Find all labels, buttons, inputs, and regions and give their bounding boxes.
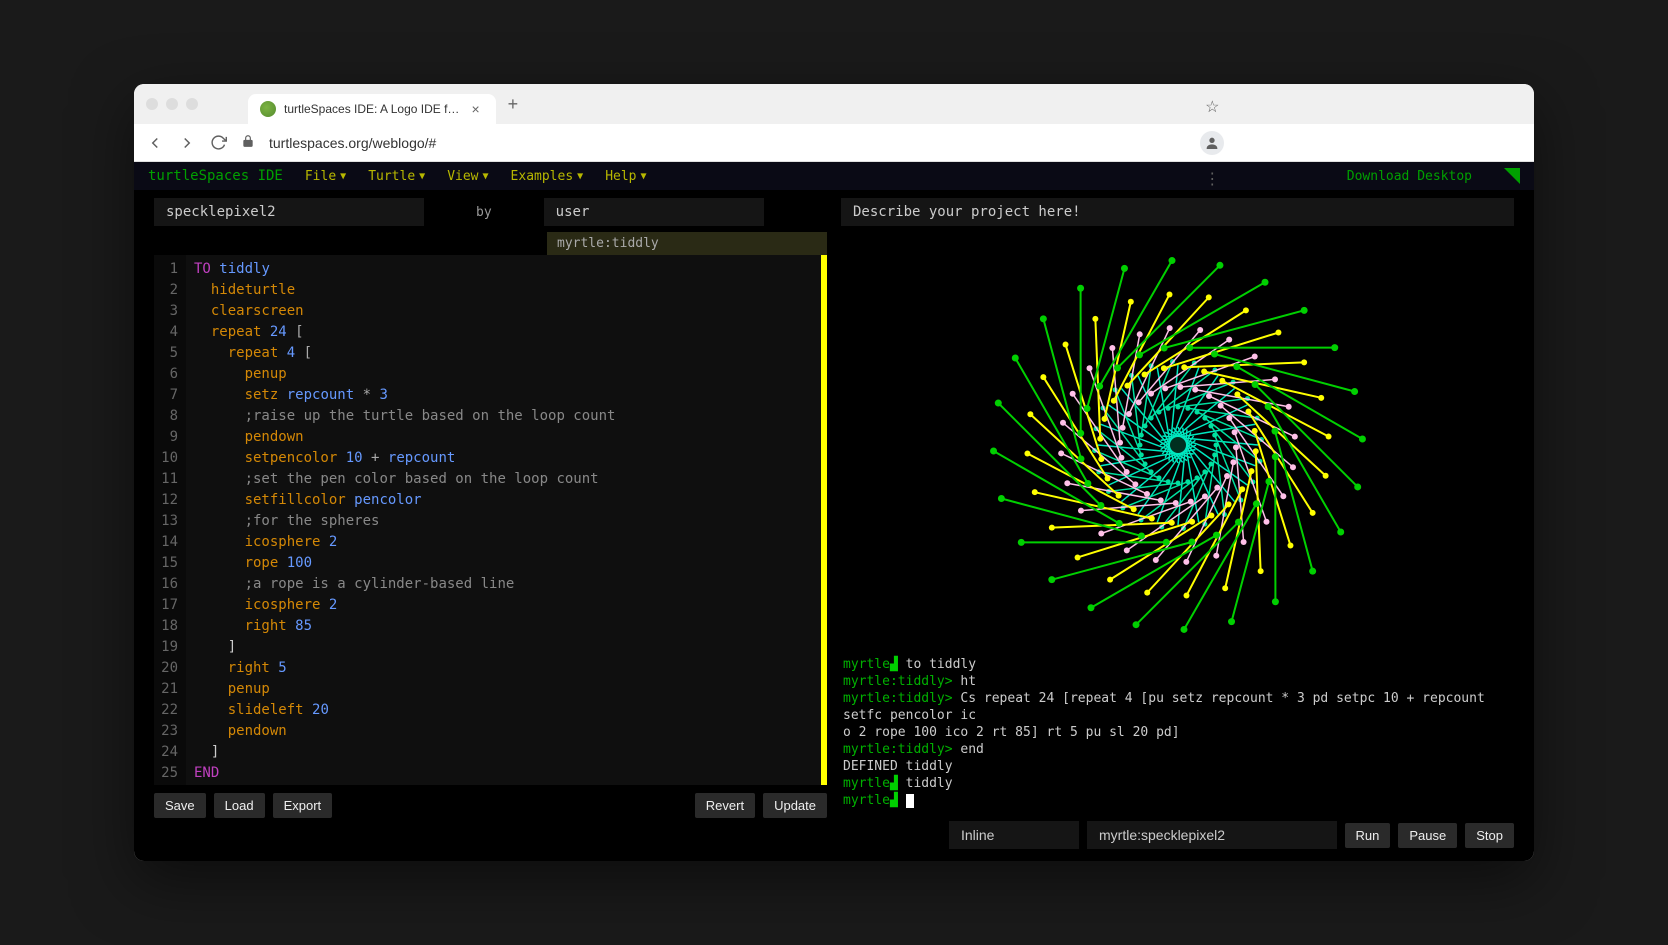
bookmark-icon[interactable]: ☆	[1205, 97, 1219, 117]
menu-file[interactable]: File ▼	[305, 169, 346, 184]
turtle-canvas	[841, 238, 1514, 652]
traffic-lights	[146, 98, 198, 110]
favicon	[260, 101, 276, 117]
url-field[interactable]: turtlespaces.org/weblogo/#	[269, 135, 889, 151]
update-button[interactable]: Update	[763, 793, 827, 818]
pause-button[interactable]: Pause	[1398, 823, 1457, 848]
code-editor[interactable]: 1234567891011121314151617181920212223242…	[154, 255, 827, 785]
menu-examples[interactable]: Examples ▼	[511, 169, 584, 184]
app-root: turtleSpaces IDE File ▼ Turtle ▼ View ▼ Exa…	[134, 162, 1534, 861]
reload-button[interactable]	[210, 134, 227, 151]
minimize-window-button[interactable]	[166, 98, 178, 110]
forward-button[interactable]	[178, 134, 196, 152]
close-window-button[interactable]	[146, 98, 158, 110]
corner-flag-icon	[1504, 168, 1520, 184]
procedure-tab[interactable]: myrtle:tiddly	[547, 232, 827, 255]
lock-icon	[241, 134, 255, 151]
download-desktop-link[interactable]: Download Desktop	[1347, 169, 1472, 184]
workspace: specklepixel2 by user myrtle:tiddly 1234…	[134, 190, 1534, 861]
inline-field[interactable]: Inline	[949, 821, 1079, 849]
export-button[interactable]: Export	[273, 793, 333, 818]
load-button[interactable]: Load	[214, 793, 265, 818]
by-label: by	[440, 205, 528, 220]
maximize-window-button[interactable]	[186, 98, 198, 110]
description-field[interactable]: Describe your project here!	[841, 198, 1514, 226]
new-tab-button[interactable]: +	[508, 94, 519, 115]
tab-title: turtleSpaces IDE: A Logo IDE f…	[284, 102, 459, 116]
project-name-field[interactable]: specklepixel2	[154, 198, 424, 226]
stop-button[interactable]: Stop	[1465, 823, 1514, 848]
menu-help[interactable]: Help ▼	[605, 169, 646, 184]
browser-tab[interactable]: turtleSpaces IDE: A Logo IDE f… ×	[248, 94, 496, 124]
save-button[interactable]: Save	[154, 793, 206, 818]
menu-icon[interactable]: ⋮	[1204, 169, 1220, 189]
browser-window: turtleSpaces IDE: A Logo IDE f… × + turt…	[134, 84, 1534, 861]
close-tab-icon[interactable]: ×	[467, 101, 483, 117]
address-bar: turtlespaces.org/weblogo/# ☆ ⋮	[134, 124, 1534, 162]
menu-view[interactable]: View ▼	[447, 169, 488, 184]
revert-button[interactable]: Revert	[695, 793, 755, 818]
code-area[interactable]: TO tiddly hideturtle clearscreen repeat …	[186, 255, 623, 785]
author-field[interactable]: user	[544, 198, 764, 226]
line-gutter: 1234567891011121314151617181920212223242…	[154, 255, 186, 785]
run-button[interactable]: Run	[1345, 823, 1391, 848]
console[interactable]: myrtle▟ to tiddlymyrtle:tiddly> htmyrtle…	[841, 652, 1514, 813]
turtle-art	[848, 238, 1508, 652]
profile-icon[interactable]	[1200, 131, 1224, 155]
brand: turtleSpaces IDE	[148, 168, 283, 184]
back-button[interactable]	[146, 134, 164, 152]
menu-turtle[interactable]: Turtle ▼	[368, 169, 425, 184]
target-field[interactable]: myrtle:specklepixel2	[1087, 821, 1337, 849]
